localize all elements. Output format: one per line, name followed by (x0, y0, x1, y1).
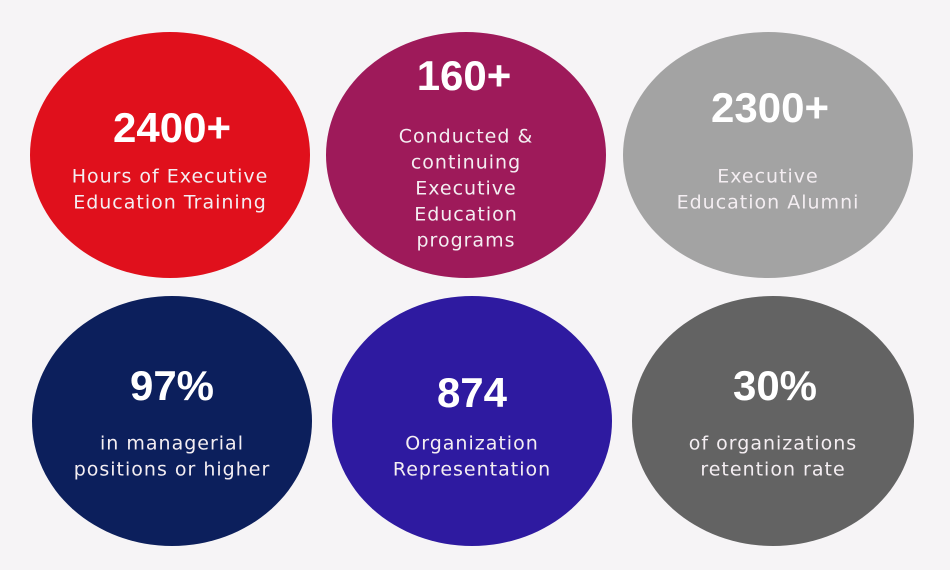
stat-label: retention rate (700, 459, 845, 481)
stat-value: 160+ (417, 52, 512, 99)
stat-value: 874 (437, 369, 508, 416)
stat-label: Education Training (73, 192, 267, 214)
circle (332, 296, 612, 546)
stat-card: 2400+ Hours of Executive Education Train… (30, 32, 310, 278)
circle (632, 296, 914, 546)
stat-label: continuing (411, 152, 521, 174)
stat-label: Hours of Executive (72, 166, 269, 188)
circle (326, 32, 606, 278)
stat-label: Conducted & (399, 126, 534, 148)
stat-card: 2300+ Executive Education Alumni (623, 32, 913, 278)
stat-label: Executive (415, 178, 517, 200)
stat-label: Representation (393, 459, 551, 481)
stat-value: 2300+ (711, 84, 829, 131)
stat-label: Organization (405, 433, 538, 455)
stat-label: programs (416, 230, 515, 252)
stat-label: in managerial (100, 433, 244, 455)
stat-card: 30% of organizations retention rate (632, 296, 914, 546)
stat-value: 30% (733, 362, 817, 409)
stat-value: 97% (130, 362, 214, 409)
stat-label: Education (414, 204, 518, 226)
stat-label: Education Alumni (677, 192, 860, 214)
circle (32, 296, 312, 546)
stat-value: 2400+ (113, 104, 231, 151)
circle (30, 32, 310, 278)
stat-label: of organizations (689, 433, 857, 455)
stat-label: Executive (717, 166, 819, 188)
stat-card: 97% in managerial positions or higher (32, 296, 312, 546)
stat-card: 874 Organization Representation (332, 296, 612, 546)
circle (623, 32, 913, 278)
stat-card: 160+ Conducted & continuing Executive Ed… (326, 32, 606, 278)
stat-label: positions or higher (74, 459, 271, 481)
